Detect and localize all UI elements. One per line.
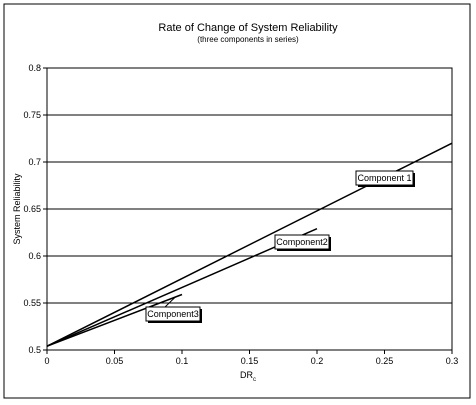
grid (47, 114, 452, 304)
chart-title: Rate of Change of System Reliability (158, 22, 338, 34)
x-axis-label: DRc (240, 370, 256, 383)
y-axis: 0.5 0.55 0.6 0.65 0.7 0.75 0.8 (23, 63, 47, 355)
callouts: Component 1 Component2 Component3 (145, 166, 415, 323)
callout-box (355, 170, 414, 186)
x-tick-label: 0.3 (446, 356, 459, 366)
x-tick-label: 0.25 (376, 356, 394, 366)
callout-box (145, 306, 201, 322)
chart-frame (3, 3, 471, 399)
x-axis-label-subscript: c (253, 377, 256, 383)
series-line-3 (46, 293, 183, 347)
x-tick-label: 0.15 (241, 356, 259, 366)
callout-label: Component2 (276, 237, 328, 247)
callout-label: Component 1 (357, 173, 411, 183)
callout-leader (395, 166, 405, 172)
x-axis-label-main: DR (240, 370, 253, 380)
y-tick-label: 0.55 (23, 298, 41, 308)
y-tick-label: 0.5 (28, 345, 41, 355)
callout-box (274, 234, 330, 250)
y-tick-label: 0.6 (28, 251, 41, 261)
series-line-2 (46, 228, 318, 347)
y-axis-label: System Reliability (12, 173, 22, 245)
callout-label: Component3 (147, 309, 199, 319)
y-tick-label: 0.8 (28, 63, 41, 73)
x-tick-label: 0.1 (176, 356, 189, 366)
y-tick-label: 0.75 (23, 110, 41, 120)
x-tick-label: 0.2 (311, 356, 324, 366)
y-tick-label: 0.7 (28, 157, 41, 167)
x-tick-label: 0.05 (106, 356, 124, 366)
x-tick-label: 0 (44, 356, 49, 366)
chart-subtitle: (three components in series) (197, 35, 299, 44)
callout-leader (164, 296, 176, 308)
x-axis: 0 0.05 0.1 0.15 0.2 0.25 0.3 (44, 350, 458, 366)
y-tick-label: 0.65 (23, 204, 41, 214)
